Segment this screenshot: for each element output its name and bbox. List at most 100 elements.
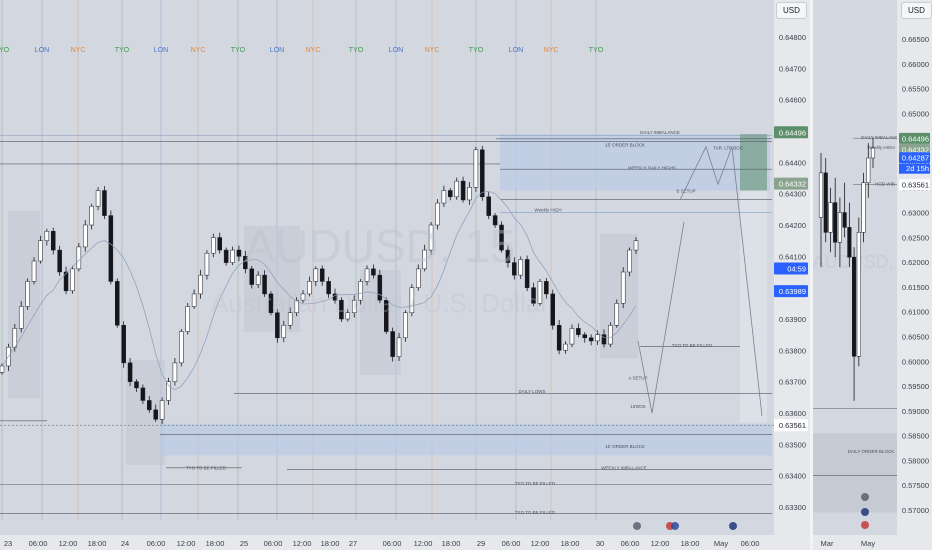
session-label: TYO (115, 47, 130, 54)
price-badge-low-line: 0.63561 (779, 421, 806, 430)
side-badge-b4: 0.63561 (902, 181, 929, 190)
candle-body (31, 260, 37, 282)
annotation-b-setup: B SETUP (676, 189, 695, 194)
candle-body (172, 362, 178, 382)
side-price-tick: 0.60000 (902, 357, 929, 366)
session-label: NYC (71, 47, 86, 54)
candle-body (281, 325, 287, 339)
order-block-bottom (160, 423, 772, 456)
time-tick: 06:00 (502, 539, 521, 548)
pane-divider[interactable] (810, 0, 813, 550)
candle-body (83, 224, 88, 248)
candle-body (166, 381, 171, 401)
weekly-candle (833, 202, 838, 243)
side-price-tick: 0.63000 (902, 209, 929, 218)
price-tick: 0.63300 (779, 503, 806, 512)
target-zone (740, 134, 767, 191)
side-timer-bg (899, 163, 930, 174)
watermark-symbol: AUDUSD, 15 (245, 220, 516, 272)
annotation-weekly-high: Weekly HIGH (534, 207, 561, 212)
candle-body (339, 299, 344, 320)
session-label: NYC (425, 47, 440, 54)
candle-body (127, 362, 133, 382)
candle-body (262, 274, 267, 295)
time-tick: 12:00 (651, 539, 670, 548)
currency-button-side[interactable]: USD (901, 2, 932, 19)
main-chart-pane[interactable]: TYO LON NYC TYO LON NYC TYO LON NYC TYO LON NYC TYO L… (0, 0, 810, 550)
weekly-chart-pane[interactable]: DAILY ORDER BLOCK DAILY IMBALANCE Weekly H… (813, 0, 932, 550)
side-price-tick: 0.66000 (902, 60, 929, 69)
candle-body (377, 274, 383, 301)
projection-path (679, 145, 763, 417)
side-price-tick: 0.62000 (902, 258, 929, 267)
candle-body (512, 262, 517, 276)
side-daily-imb-label: DAILY IMBALANCE (861, 135, 901, 140)
flag-us-icon (671, 522, 679, 530)
candle-body (518, 259, 523, 276)
candle-body (614, 303, 620, 326)
session-label: TYO (0, 47, 10, 54)
time-tick: 18:00 (321, 539, 340, 548)
annotation-bos-15: 15'BOS (630, 404, 645, 409)
weekly-candle (842, 212, 847, 228)
time-tick: 18:00 (442, 539, 461, 548)
candle-body (371, 268, 376, 276)
session-label: TYO (349, 47, 364, 54)
price-badge-current: 0.63989 (779, 287, 806, 296)
weekly-candle (856, 232, 861, 357)
lightning-icon (633, 522, 641, 530)
candle-body (198, 274, 203, 295)
side-price-axis (897, 0, 932, 550)
time-tick: 12:00 (293, 539, 312, 548)
candle-body (550, 293, 555, 326)
candle-body (50, 231, 56, 251)
time-tick: 06:00 (741, 539, 760, 548)
lightning-icon (861, 493, 869, 501)
candle-body (38, 240, 43, 262)
candle-body (236, 249, 242, 257)
price-tick: 0.64200 (779, 221, 806, 230)
weekly-candle (847, 227, 852, 258)
price-tick: 0.63600 (779, 409, 806, 418)
session-label: TYO (231, 47, 246, 54)
candle-body (524, 259, 530, 288)
side-weekly-hi-label: Weekly HIGH (867, 145, 894, 150)
time-tick: 27 (349, 539, 357, 548)
side-price-tick: 0.58500 (902, 432, 929, 441)
candle-body (243, 256, 248, 270)
candle-body (147, 400, 152, 411)
candle-body (416, 268, 421, 288)
side-price-tick: 0.65500 (902, 85, 929, 94)
candle-body (582, 334, 588, 339)
side-time-tick: May (861, 539, 875, 548)
side-badge-bg (899, 152, 930, 164)
currency-button[interactable]: USD (776, 2, 807, 19)
candle-body (185, 306, 190, 332)
weekly-chart-svg[interactable]: DAILY ORDER BLOCK DAILY IMBALANCE Weekly H… (813, 0, 932, 550)
time-tick: 24 (121, 539, 129, 548)
side-daily-ob-label: DAILY ORDER BLOCK (848, 449, 895, 454)
candle-body (57, 249, 62, 273)
weekly-candle (818, 172, 824, 218)
time-tick: 06:00 (29, 539, 48, 548)
side-badge-bg (899, 132, 930, 144)
candle-body (576, 328, 581, 335)
price-tick: 0.63400 (779, 472, 806, 481)
annotation-daily-lows: DAILY LOWS (518, 389, 545, 394)
candle-body (435, 202, 440, 226)
session-label: LON (154, 47, 168, 54)
main-chart-svg[interactable]: TYO LON NYC TYO LON NYC TYO LON NYC TYO LON NYC TYO L… (0, 0, 810, 550)
weekly-candle (837, 212, 842, 243)
flag-au-icon (861, 508, 869, 516)
side-price-tick: 0.60500 (902, 332, 929, 341)
side-price-tick: 0.59500 (902, 382, 929, 391)
session-label: LON (270, 47, 284, 54)
price-badge-bg (774, 177, 808, 190)
candle-body (18, 306, 24, 329)
side-time-tick: Mar (821, 539, 834, 548)
candle-body (633, 240, 639, 251)
side-price-tick: 0.59000 (902, 407, 929, 416)
side-badge-bg (899, 179, 930, 191)
price-axis (774, 0, 810, 550)
price-tick: 0.64700 (779, 64, 806, 73)
